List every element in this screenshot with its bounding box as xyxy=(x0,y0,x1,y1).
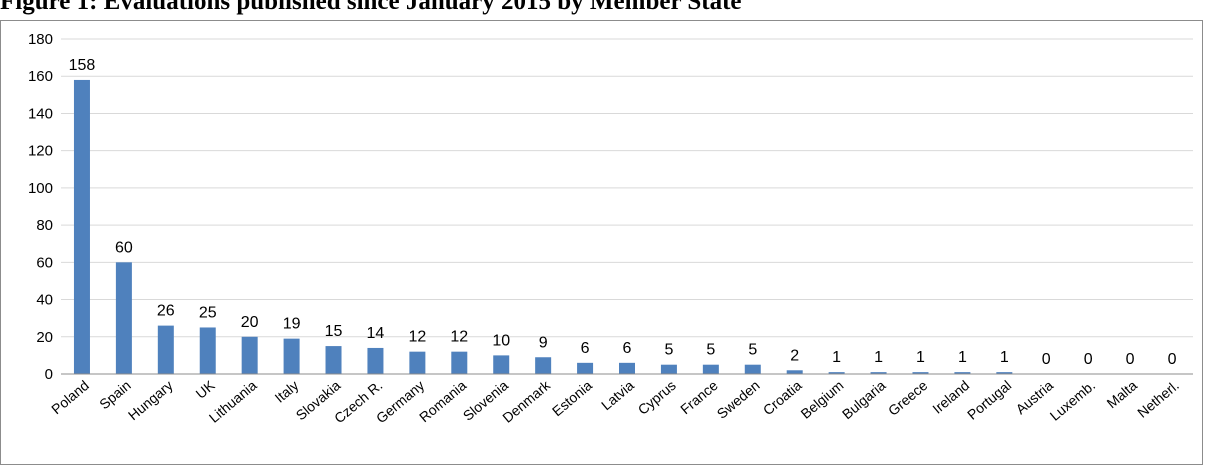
data-label: 15 xyxy=(325,323,343,340)
data-label: 19 xyxy=(283,316,301,333)
data-label: 1 xyxy=(874,349,883,366)
data-label: 1 xyxy=(1000,349,1009,366)
data-label: 5 xyxy=(664,342,673,359)
data-label: 20 xyxy=(241,314,259,331)
figure-title: Figure 1: Evaluations published since Ja… xyxy=(0,0,742,15)
bar xyxy=(870,372,887,374)
x-tick-label: Lithuania xyxy=(206,377,260,426)
bar xyxy=(199,327,216,374)
y-tick-label: 60 xyxy=(36,254,53,271)
chart-frame: 0 20 40 60 80 100 120 140 160 180 158 60 26 25 20 19 15… xyxy=(0,20,1203,465)
y-tick-label: 20 xyxy=(36,329,53,346)
y-tick-label: 80 xyxy=(36,217,53,234)
data-label: 0 xyxy=(1168,351,1177,368)
data-label: 14 xyxy=(367,325,385,342)
x-tick-label: Hungary xyxy=(125,377,176,423)
x-tick-label: Luxemb. xyxy=(1047,377,1098,424)
data-label: 1 xyxy=(832,349,841,366)
bar xyxy=(409,351,426,374)
x-tick-label: Malta xyxy=(1104,377,1141,411)
y-axis-tick-labels: 0 20 40 60 80 100 120 140 160 180 xyxy=(28,31,53,383)
bar xyxy=(786,370,803,374)
x-tick-label: Romania xyxy=(416,377,469,425)
bar xyxy=(619,362,635,374)
data-label: 2 xyxy=(790,347,799,364)
bar xyxy=(325,346,342,374)
bar xyxy=(535,357,552,374)
y-tick-label: 120 xyxy=(28,143,53,160)
x-tick-label: Poland xyxy=(48,377,92,417)
bar xyxy=(996,372,1013,374)
bar xyxy=(367,347,384,374)
y-tick-label: 140 xyxy=(28,105,53,122)
x-tick-label: Bulgaria xyxy=(839,377,889,422)
x-tick-label: Croatia xyxy=(760,377,805,418)
bar xyxy=(493,355,510,374)
data-label: 5 xyxy=(706,342,715,359)
data-label: 10 xyxy=(492,332,510,349)
y-tick-label: 180 xyxy=(28,31,53,48)
y-tick-label: 100 xyxy=(28,180,53,197)
bar xyxy=(157,325,174,374)
bar xyxy=(283,338,300,374)
bar xyxy=(577,362,594,374)
bar xyxy=(702,364,719,374)
x-tick-label: Belgium xyxy=(798,377,847,422)
x-tick-label: Spain xyxy=(96,377,134,412)
y-tick-label: 40 xyxy=(36,292,53,309)
x-tick-label: Denmark xyxy=(499,376,554,425)
data-label: 0 xyxy=(1126,351,1135,368)
data-label: 26 xyxy=(157,303,175,320)
data-label: 0 xyxy=(1042,351,1051,368)
data-label: 9 xyxy=(539,334,548,351)
data-label: 5 xyxy=(748,342,757,359)
data-label: 1 xyxy=(958,349,967,366)
data-label: 25 xyxy=(199,304,217,321)
x-tick-label: Latvia xyxy=(598,377,637,413)
bar xyxy=(73,79,90,374)
x-tick-label: Italy xyxy=(272,377,302,406)
bar xyxy=(954,372,971,374)
y-tick-label: 160 xyxy=(28,68,53,85)
x-tick-label: Sweden xyxy=(714,377,763,422)
gridlines xyxy=(61,38,1193,338)
x-tick-label: Estonia xyxy=(549,377,595,419)
y-tick-label: 0 xyxy=(45,366,53,383)
x-tick-label: Greece xyxy=(885,377,931,419)
x-tick-label: UK xyxy=(192,377,218,402)
bar xyxy=(241,336,258,374)
x-tick-label: Cyprus xyxy=(635,377,679,418)
data-label: 158 xyxy=(69,57,96,74)
data-label: 12 xyxy=(408,329,426,346)
bar xyxy=(828,372,845,374)
bars xyxy=(73,79,1013,374)
bar xyxy=(660,364,677,374)
data-label: 0 xyxy=(1084,351,1093,368)
bar xyxy=(744,364,761,374)
bar xyxy=(115,262,132,374)
data-label: 1 xyxy=(916,349,925,366)
data-label: 6 xyxy=(581,340,590,357)
x-tick-label: Portugal xyxy=(964,377,1014,423)
x-tick-label: Netherl. xyxy=(1134,377,1182,421)
data-label: 12 xyxy=(450,329,468,346)
data-label: 60 xyxy=(115,239,133,256)
data-label: 6 xyxy=(623,340,632,357)
bar xyxy=(451,351,468,374)
bar xyxy=(912,372,929,374)
